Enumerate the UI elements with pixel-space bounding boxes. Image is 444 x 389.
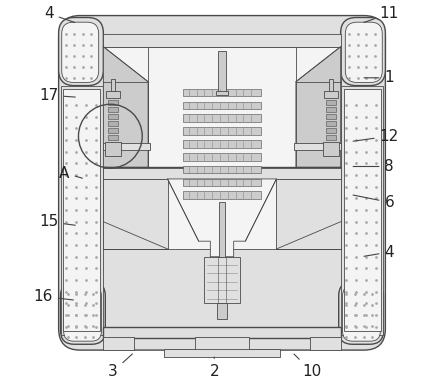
Bar: [183, 102, 261, 109]
Bar: [183, 166, 261, 173]
Text: 10: 10: [294, 354, 321, 379]
Text: 16: 16: [33, 289, 73, 304]
Text: 6: 6: [353, 195, 394, 210]
Bar: [103, 327, 341, 338]
Text: 17: 17: [39, 88, 75, 103]
FancyBboxPatch shape: [345, 22, 382, 82]
Bar: [324, 91, 337, 98]
Text: 4: 4: [44, 6, 75, 23]
Bar: [107, 91, 120, 98]
Bar: [323, 142, 339, 156]
Bar: [216, 91, 228, 95]
Text: 12: 12: [353, 129, 399, 144]
Bar: [195, 337, 249, 350]
Bar: [341, 86, 384, 335]
Bar: [344, 89, 381, 331]
Text: 2: 2: [210, 357, 219, 379]
Bar: [103, 34, 341, 47]
FancyBboxPatch shape: [62, 22, 99, 82]
FancyBboxPatch shape: [59, 16, 385, 350]
Bar: [108, 114, 118, 119]
FancyBboxPatch shape: [60, 282, 105, 344]
Bar: [103, 337, 135, 350]
Bar: [309, 337, 341, 350]
Bar: [183, 89, 261, 96]
Bar: [326, 128, 336, 133]
Bar: [326, 121, 336, 126]
Text: 11: 11: [364, 6, 399, 23]
Bar: [326, 107, 336, 112]
Bar: [217, 303, 227, 319]
Text: 8: 8: [353, 159, 394, 174]
Bar: [183, 114, 261, 122]
Bar: [183, 191, 261, 199]
FancyBboxPatch shape: [339, 282, 384, 344]
Bar: [111, 79, 115, 91]
Bar: [60, 86, 103, 335]
Bar: [63, 89, 100, 331]
Bar: [205, 257, 239, 303]
Bar: [326, 114, 336, 119]
Bar: [218, 51, 226, 93]
Polygon shape: [167, 179, 277, 257]
Bar: [108, 107, 118, 112]
Text: 1: 1: [364, 70, 394, 85]
Polygon shape: [277, 179, 341, 249]
Bar: [294, 143, 341, 150]
FancyBboxPatch shape: [343, 286, 381, 341]
Text: 4: 4: [364, 245, 394, 259]
Bar: [103, 168, 341, 179]
Bar: [108, 128, 118, 133]
Bar: [183, 153, 261, 161]
Polygon shape: [103, 179, 167, 249]
Bar: [183, 179, 261, 186]
Bar: [103, 47, 341, 249]
Text: 3: 3: [108, 354, 132, 379]
Polygon shape: [148, 47, 296, 167]
Bar: [329, 79, 333, 91]
Bar: [103, 143, 150, 150]
Bar: [219, 202, 225, 257]
FancyBboxPatch shape: [59, 18, 103, 86]
Polygon shape: [103, 47, 148, 167]
Bar: [108, 135, 118, 140]
Bar: [108, 100, 118, 105]
Bar: [108, 121, 118, 126]
Polygon shape: [296, 47, 341, 167]
Bar: [183, 127, 261, 135]
Bar: [103, 167, 341, 168]
Text: 15: 15: [39, 214, 75, 229]
Bar: [183, 140, 261, 148]
FancyBboxPatch shape: [341, 18, 385, 86]
Bar: [164, 349, 280, 357]
Text: A: A: [59, 166, 83, 180]
FancyBboxPatch shape: [63, 286, 101, 341]
Bar: [326, 135, 336, 140]
Bar: [105, 142, 121, 156]
Bar: [326, 100, 336, 105]
